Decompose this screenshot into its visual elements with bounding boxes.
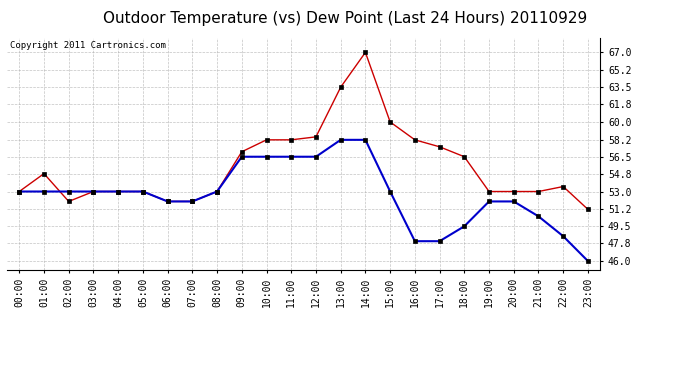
Text: Outdoor Temperature (vs) Dew Point (Last 24 Hours) 20110929: Outdoor Temperature (vs) Dew Point (Last… [103,11,587,26]
Text: Copyright 2011 Cartronics.com: Copyright 2011 Cartronics.com [10,41,166,50]
